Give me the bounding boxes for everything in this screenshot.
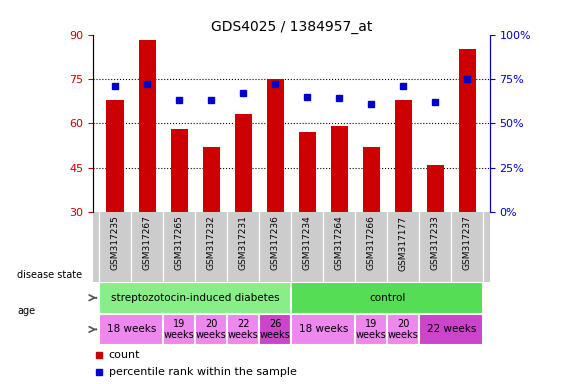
Bar <box>330 126 348 212</box>
Bar <box>203 147 220 212</box>
Bar <box>171 129 188 212</box>
Text: disease state: disease state <box>17 270 82 280</box>
Text: GSM317177: GSM317177 <box>399 215 408 271</box>
Text: GSM317231: GSM317231 <box>239 215 248 270</box>
Text: count: count <box>109 350 140 360</box>
Text: GSM317237: GSM317237 <box>463 215 472 270</box>
Text: GSM317232: GSM317232 <box>207 215 216 270</box>
Text: percentile rank within the sample: percentile rank within the sample <box>109 367 297 377</box>
Bar <box>106 100 124 212</box>
Bar <box>419 314 484 345</box>
Bar <box>292 314 355 345</box>
Text: 20
weeks: 20 weeks <box>196 319 227 340</box>
Bar <box>260 314 292 345</box>
Text: GSM317233: GSM317233 <box>431 215 440 270</box>
Text: 18 weeks: 18 weeks <box>106 324 156 334</box>
Text: 22 weeks: 22 weeks <box>427 324 476 334</box>
Bar <box>235 114 252 212</box>
Text: age: age <box>17 306 35 316</box>
Bar <box>459 50 476 212</box>
Bar <box>99 314 163 345</box>
Text: 20
weeks: 20 weeks <box>388 319 419 340</box>
Text: 18 weeks: 18 weeks <box>299 324 348 334</box>
Bar <box>266 79 284 212</box>
Text: GSM317264: GSM317264 <box>335 215 344 270</box>
Bar <box>395 100 412 212</box>
Text: GSM317266: GSM317266 <box>367 215 376 270</box>
Text: GSM317234: GSM317234 <box>303 215 312 270</box>
Bar <box>138 40 156 212</box>
Text: 26
weeks: 26 weeks <box>260 319 291 340</box>
Bar <box>387 314 419 345</box>
Bar <box>427 165 444 212</box>
Bar <box>355 314 387 345</box>
Bar <box>163 314 195 345</box>
Bar <box>227 314 260 345</box>
Text: GSM317235: GSM317235 <box>111 215 120 270</box>
Text: 19
weeks: 19 weeks <box>356 319 387 340</box>
Bar <box>195 314 227 345</box>
Text: GSM317267: GSM317267 <box>143 215 152 270</box>
Text: GSM317236: GSM317236 <box>271 215 280 270</box>
Text: 19
weeks: 19 weeks <box>164 319 195 340</box>
Text: control: control <box>369 293 405 303</box>
Bar <box>292 282 484 314</box>
Bar <box>363 147 380 212</box>
Text: 22
weeks: 22 weeks <box>228 319 259 340</box>
Title: GDS4025 / 1384957_at: GDS4025 / 1384957_at <box>211 20 372 33</box>
Bar <box>99 282 292 314</box>
Text: GSM317265: GSM317265 <box>175 215 184 270</box>
Text: streptozotocin-induced diabetes: streptozotocin-induced diabetes <box>111 293 280 303</box>
Bar <box>298 132 316 212</box>
